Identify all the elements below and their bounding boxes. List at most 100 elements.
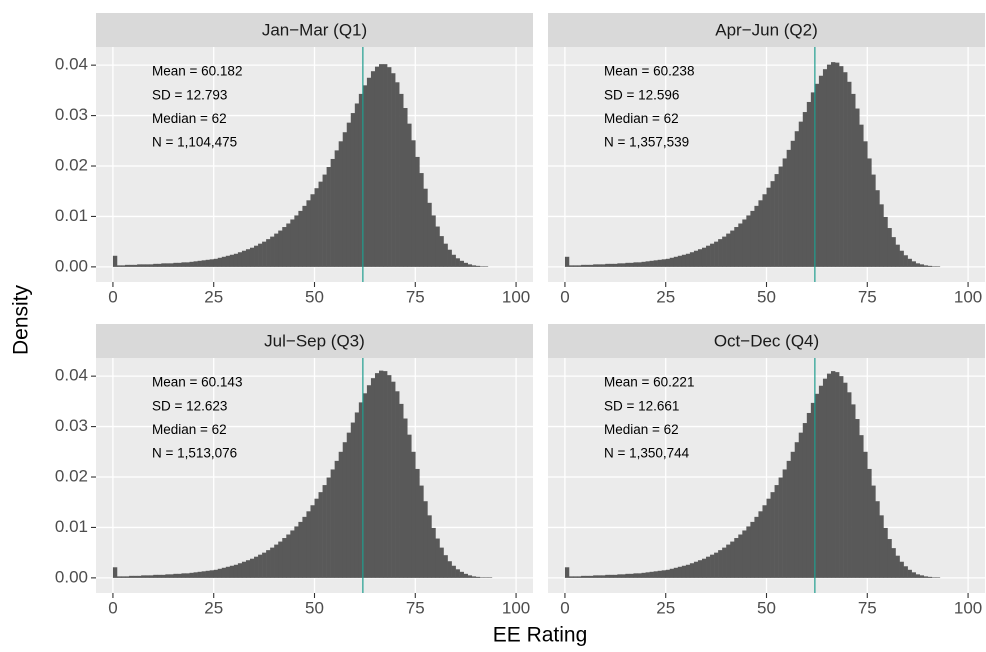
bar [254, 245, 259, 267]
bar [822, 378, 828, 578]
bar [411, 140, 416, 267]
bar [149, 264, 154, 267]
bar [754, 516, 759, 578]
bar [318, 492, 323, 578]
y-tick-label: 0.00 [55, 256, 88, 275]
bar [613, 574, 618, 578]
bar [116, 265, 122, 267]
bar [262, 241, 267, 267]
y-tick-label: 0.04 [55, 55, 88, 74]
bar [746, 215, 751, 267]
bar [125, 576, 130, 578]
bar [399, 403, 404, 578]
bar [568, 265, 574, 267]
bar [835, 62, 840, 267]
bar [697, 249, 703, 267]
annotation: SD = 12.661 [604, 398, 679, 413]
bar [338, 451, 344, 578]
bar [233, 253, 239, 267]
bar [681, 254, 687, 267]
bar [483, 577, 489, 578]
bar [181, 262, 186, 267]
bar [350, 422, 356, 578]
bar [903, 566, 908, 578]
bar [907, 258, 912, 267]
x-tick-label: 25 [204, 598, 223, 617]
bar [798, 432, 804, 578]
x-tick-label: 50 [757, 598, 776, 617]
bar [334, 150, 339, 267]
bar [581, 575, 586, 578]
bar [758, 511, 763, 578]
bar [475, 265, 481, 267]
y-tick-label: 0.04 [55, 366, 88, 385]
bar [463, 262, 468, 267]
bar [447, 249, 452, 267]
bar [395, 82, 400, 267]
bar [891, 548, 896, 578]
bar [306, 511, 311, 578]
bar [157, 263, 162, 267]
bar [165, 574, 170, 578]
bar [887, 539, 892, 578]
bar [693, 561, 699, 578]
bar [895, 555, 900, 578]
bar [451, 565, 456, 578]
y-axis-label: Density [10, 284, 33, 355]
bar [919, 264, 925, 267]
bar [439, 236, 444, 267]
bar [258, 554, 263, 578]
bar [915, 574, 920, 578]
bar [919, 575, 925, 578]
bar [738, 534, 743, 578]
bar [229, 254, 235, 267]
annotation: Mean = 60.182 [152, 64, 242, 79]
bar [822, 69, 828, 267]
x-tick-label: 100 [502, 287, 530, 306]
x-tick-label: 0 [108, 287, 117, 306]
bar [730, 230, 735, 267]
bar [786, 149, 791, 267]
bar [589, 575, 594, 578]
bar [435, 538, 440, 578]
bar [581, 264, 586, 267]
x-tick-label: 0 [108, 598, 117, 617]
bar [601, 264, 606, 267]
bar [770, 492, 775, 578]
bar [794, 131, 800, 267]
bar [605, 263, 610, 267]
bar [237, 563, 243, 578]
annotation: Median = 62 [604, 422, 679, 437]
bar [585, 264, 590, 267]
bar [383, 371, 388, 578]
bar [790, 451, 796, 578]
bar [742, 530, 747, 578]
bar [677, 255, 683, 267]
bar [927, 576, 933, 578]
bar [443, 555, 448, 578]
bar [282, 227, 287, 267]
bar [911, 261, 916, 267]
bar [738, 223, 743, 267]
bar [233, 564, 239, 578]
bar [714, 241, 719, 267]
bar [471, 576, 477, 578]
x-tick-label: 0 [560, 598, 569, 617]
bar [718, 239, 723, 267]
bar [427, 515, 432, 578]
bar [129, 264, 134, 267]
bar [153, 574, 158, 578]
bar [826, 373, 832, 578]
bar [786, 460, 791, 578]
x-tick-label: 100 [954, 598, 982, 617]
bar [601, 575, 606, 578]
bar [286, 223, 291, 267]
bar [673, 567, 679, 578]
x-tick-label: 75 [858, 287, 877, 306]
annotation: Median = 62 [604, 111, 679, 126]
bar [613, 263, 618, 267]
bar [577, 576, 582, 578]
bar [802, 112, 808, 267]
bar [161, 574, 166, 578]
bar [839, 376, 844, 578]
